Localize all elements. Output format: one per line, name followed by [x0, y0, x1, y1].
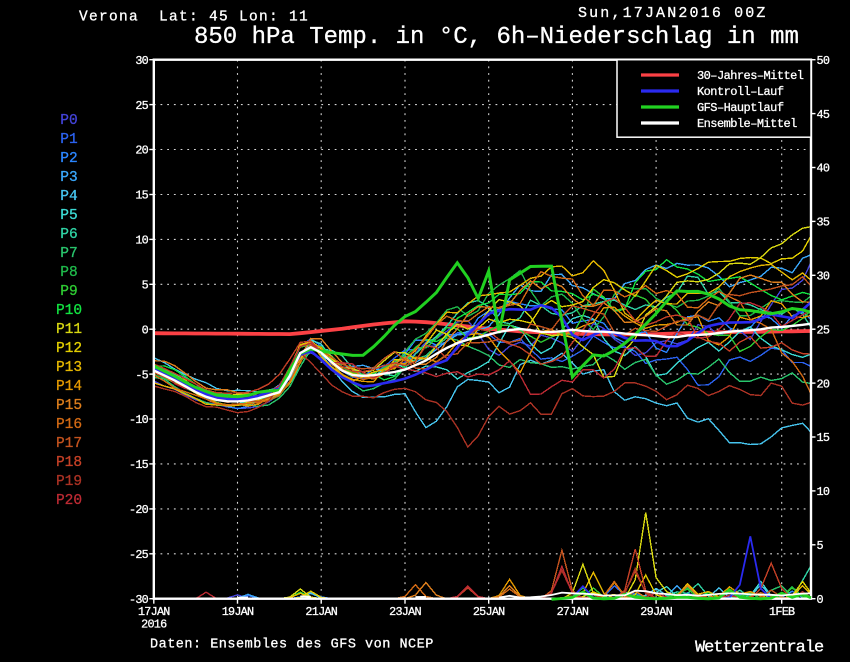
svg-text:30: 30 [817, 270, 830, 284]
svg-text:Sun,17JAN2016 00Z: Sun,17JAN2016 00Z [578, 5, 768, 22]
svg-text:P7: P7 [60, 246, 77, 262]
svg-text:19JAN: 19JAN [222, 605, 254, 619]
svg-text:Verona Lat: 45 Lon: 11: Verona Lat: 45 Lon: 11 [79, 10, 309, 26]
svg-text:35: 35 [817, 216, 830, 230]
svg-text:21JAN: 21JAN [305, 605, 337, 619]
svg-text:-25: -25 [129, 548, 149, 562]
svg-text:50: 50 [817, 54, 830, 68]
svg-text:0: 0 [817, 593, 824, 607]
svg-text:P6: P6 [60, 227, 77, 243]
svg-text:25: 25 [817, 323, 830, 337]
svg-text:P14: P14 [56, 379, 82, 395]
svg-text:15: 15 [135, 189, 148, 203]
svg-text:GFS–Hauptlauf: GFS–Hauptlauf [697, 101, 784, 115]
svg-text:850 hPa Temp. in °C, 6h–Nieder: 850 hPa Temp. in °C, 6h–Niederschlag in … [194, 24, 799, 51]
svg-text:-20: -20 [129, 503, 149, 517]
svg-text:-30: -30 [129, 593, 149, 607]
svg-text:5: 5 [142, 278, 149, 292]
svg-text:P20: P20 [56, 493, 82, 509]
svg-text:P13: P13 [56, 360, 82, 376]
svg-text:20: 20 [135, 144, 148, 158]
svg-text:45: 45 [817, 108, 830, 122]
svg-text:P4: P4 [60, 189, 77, 205]
svg-text:0: 0 [142, 323, 149, 337]
svg-text:2016: 2016 [141, 618, 167, 632]
svg-text:30–Jahres–Mittel: 30–Jahres–Mittel [697, 69, 804, 83]
svg-text:P16: P16 [56, 417, 82, 433]
svg-text:15: 15 [817, 431, 830, 445]
svg-text:P3: P3 [60, 170, 77, 186]
svg-text:10: 10 [817, 485, 830, 499]
svg-text:P1: P1 [60, 132, 77, 148]
svg-text:P9: P9 [60, 284, 77, 300]
svg-text:40: 40 [817, 162, 830, 176]
svg-text:17JAN: 17JAN [138, 605, 170, 619]
svg-text:Daten: Ensembles des GFS von N: Daten: Ensembles des GFS von NCEP [150, 638, 434, 653]
svg-text:P12: P12 [56, 341, 82, 357]
svg-text:30: 30 [135, 54, 148, 68]
svg-text:29JAN: 29JAN [640, 605, 672, 619]
svg-text:5: 5 [817, 539, 824, 553]
svg-text:P15: P15 [56, 398, 82, 414]
svg-text:P0: P0 [60, 113, 77, 129]
svg-text:23JAN: 23JAN [389, 605, 421, 619]
svg-text:-15: -15 [129, 458, 149, 472]
svg-text:27JAN: 27JAN [557, 605, 589, 619]
svg-text:10: 10 [135, 234, 148, 248]
svg-text:20: 20 [817, 377, 830, 391]
svg-text:P5: P5 [60, 208, 77, 224]
svg-text:Wetterzentrale: Wetterzentrale [695, 639, 824, 658]
svg-text:25: 25 [135, 99, 148, 113]
svg-text:P11: P11 [56, 322, 82, 338]
svg-text:-10: -10 [129, 413, 149, 427]
svg-text:P10: P10 [56, 303, 82, 319]
svg-text:P19: P19 [56, 474, 82, 490]
svg-text:Kontroll–Lauf: Kontroll–Lauf [697, 85, 784, 99]
svg-text:P18: P18 [56, 455, 82, 471]
svg-text:P2: P2 [60, 151, 77, 167]
svg-text:1FEB: 1FEB [769, 605, 795, 619]
svg-text:25JAN: 25JAN [473, 605, 505, 619]
svg-text:P17: P17 [56, 436, 82, 452]
svg-text:P8: P8 [60, 265, 77, 281]
svg-text:Ensemble–Mittel: Ensemble–Mittel [697, 117, 797, 131]
svg-text:-5: -5 [135, 368, 148, 382]
